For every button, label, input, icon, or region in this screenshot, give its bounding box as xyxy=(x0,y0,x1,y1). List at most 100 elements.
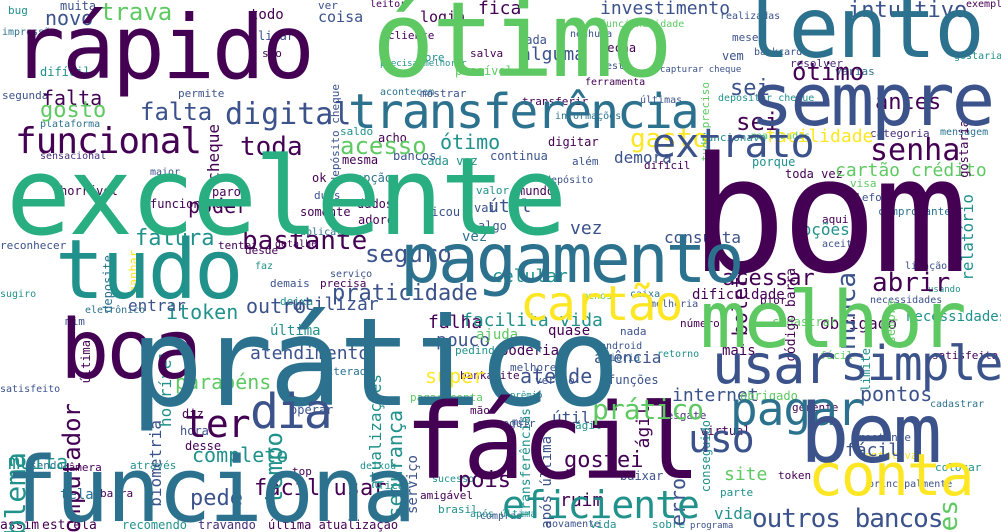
word: ruim xyxy=(560,490,604,511)
word: transferir xyxy=(522,95,589,108)
word: dados xyxy=(357,197,394,211)
word: adoro xyxy=(358,213,395,227)
word: obrigado xyxy=(820,314,898,333)
word: faz xyxy=(255,261,274,272)
word: cliente xyxy=(388,29,435,42)
word: opções xyxy=(792,220,850,239)
word: sei xyxy=(736,108,780,136)
word: assim xyxy=(0,518,40,532)
word: última atualização xyxy=(268,518,399,532)
word: mês xyxy=(512,417,531,428)
word: consulta xyxy=(664,228,742,247)
word: necessidades xyxy=(906,309,1001,325)
word: comprovante xyxy=(878,205,951,218)
word: completo xyxy=(192,443,289,467)
word: vez xyxy=(462,229,488,245)
word: ficar xyxy=(378,479,412,492)
word: falha xyxy=(428,312,483,333)
word: usando xyxy=(928,285,961,295)
word: leitor xyxy=(370,0,407,10)
word: mensagem xyxy=(940,127,989,138)
word: celular xyxy=(492,266,568,287)
word: mais xyxy=(722,343,756,359)
word: nada xyxy=(620,325,647,338)
word: desde xyxy=(245,244,279,257)
word: mesma xyxy=(342,153,379,167)
word: prêmio xyxy=(510,391,543,401)
word: tudo xyxy=(55,223,243,318)
word: telefone xyxy=(842,191,895,204)
word: acho xyxy=(378,131,407,145)
word: fatura xyxy=(135,226,215,251)
word: bom xyxy=(690,122,969,309)
word: token xyxy=(778,469,812,482)
word: ok xyxy=(312,171,327,185)
word: acesso xyxy=(340,132,427,160)
word: cada vez xyxy=(420,154,478,168)
word: exemplo xyxy=(966,0,1001,10)
word: vida xyxy=(714,504,753,523)
word: informações xyxy=(555,111,622,122)
word: android xyxy=(600,341,643,352)
word: depósito xyxy=(545,175,594,186)
word: saldo xyxy=(340,125,374,138)
word: visa xyxy=(850,177,877,190)
word: dia xyxy=(250,384,333,440)
word: fica xyxy=(478,0,522,19)
word: detalhe xyxy=(275,239,318,250)
word: amigável xyxy=(420,489,473,502)
word: internet xyxy=(672,385,759,406)
word: sucesso xyxy=(432,474,475,485)
word: pedindo xyxy=(455,344,502,357)
word: gasto xyxy=(630,124,709,154)
word: bancos xyxy=(393,149,437,163)
word: salva xyxy=(470,47,504,60)
word: lento xyxy=(740,0,985,77)
word: acessar xyxy=(722,266,815,291)
word: maior xyxy=(150,167,181,178)
word: pagar conta xyxy=(410,391,483,404)
word: prático xyxy=(592,393,704,426)
word: sugiro xyxy=(0,289,37,300)
word: baixar xyxy=(620,469,664,483)
word: depositar cheque xyxy=(718,93,815,104)
word: sensacional xyxy=(40,151,107,162)
word: horrível xyxy=(60,184,118,198)
word: aceitar xyxy=(822,239,865,250)
word: restante xyxy=(858,431,911,444)
word: trava xyxy=(100,0,173,26)
word: sempre xyxy=(750,58,995,142)
word: colocar xyxy=(935,461,982,474)
word: demais xyxy=(270,277,310,290)
word: acontecem xyxy=(380,87,435,98)
word: entrar xyxy=(128,296,186,315)
word: top xyxy=(292,465,312,478)
word: super xyxy=(425,364,486,388)
word: algo xyxy=(478,219,507,233)
word: deixou xyxy=(360,461,397,472)
word: extrato xyxy=(652,121,815,167)
word: facilita vida xyxy=(462,310,603,331)
word: ótimo xyxy=(792,58,865,86)
word: atende xyxy=(520,364,593,388)
word: melhor xyxy=(700,276,967,366)
word: toda vez xyxy=(785,167,843,181)
word: todo xyxy=(250,7,284,23)
word: conta xyxy=(808,441,975,509)
word: pois xyxy=(458,468,511,493)
word: travando xyxy=(198,518,256,532)
word: ver xyxy=(318,0,338,12)
word: fácil xyxy=(820,349,854,362)
word: utilizar xyxy=(292,294,379,315)
word: mundo xyxy=(518,184,555,198)
word: sendo xyxy=(30,459,64,472)
word: ótimo xyxy=(372,0,673,101)
word: seguro xyxy=(365,240,452,268)
word: ótimo xyxy=(440,130,501,154)
word: serviço xyxy=(330,269,373,280)
word: após última xyxy=(470,509,537,520)
word: operar xyxy=(290,403,334,417)
word: virtual xyxy=(700,424,751,438)
word: parte xyxy=(720,486,754,499)
word: falta xyxy=(140,98,213,126)
